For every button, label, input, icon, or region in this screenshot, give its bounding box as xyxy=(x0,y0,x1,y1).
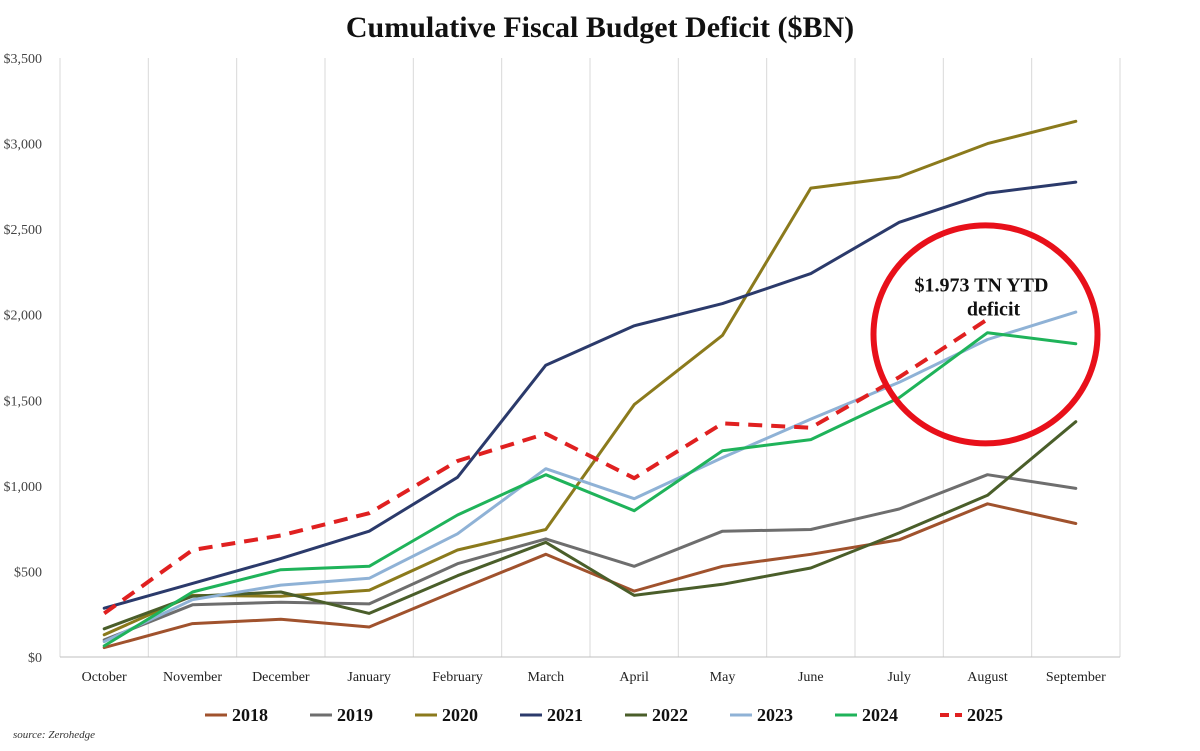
legend-item-2022: 2022 xyxy=(625,705,688,725)
series-line-2023 xyxy=(102,310,1078,644)
series-line-2022 xyxy=(102,420,1078,631)
annotation-text: $1.973 TN YTD xyxy=(915,274,1049,296)
y-tick-label: $2,500 xyxy=(4,223,43,238)
x-tick-label: August xyxy=(967,670,1008,685)
series-line-2019 xyxy=(102,473,1078,642)
series-line-2021 xyxy=(102,180,1078,610)
series-line-2020 xyxy=(102,119,1078,637)
legend-label: 2022 xyxy=(652,705,688,725)
series-line-2018 xyxy=(102,502,1078,650)
x-tick-label: November xyxy=(163,670,222,685)
source-note: source: Zerohedge xyxy=(13,729,95,741)
legend-item-2021: 2021 xyxy=(520,705,583,725)
y-axis-ticks: $0 $500 $1,000 $1,500 $2,000 $2,500 $3,000 $3,5… xyxy=(4,52,43,666)
x-tick-label: February xyxy=(432,670,483,685)
x-tick-label: September xyxy=(1046,670,1106,685)
x-tick-label: June xyxy=(798,670,824,685)
x-tick-label: March xyxy=(528,670,565,685)
legend-label: 2023 xyxy=(757,705,793,725)
series-line-2024 xyxy=(102,331,1078,648)
legend-item-2025: 2025 xyxy=(940,705,1003,725)
annotation-circle xyxy=(870,222,1101,447)
x-tick-label: May xyxy=(710,670,736,685)
y-tick-label: $0 xyxy=(28,651,42,666)
legend-item-2020: 2020 xyxy=(415,705,478,725)
x-tick-label: December xyxy=(252,670,310,685)
y-tick-label: $1,000 xyxy=(4,480,43,495)
legend-label: 2024 xyxy=(862,705,898,725)
x-tick-label: January xyxy=(347,670,391,685)
x-tick-label: July xyxy=(887,670,910,685)
y-tick-label: $3,000 xyxy=(4,138,43,153)
chart-title: Cumulative Fiscal Budget Deficit ($BN) xyxy=(346,11,854,44)
x-axis-ticks: October November December January February Ma… xyxy=(82,670,1106,685)
legend-item-2019: 2019 xyxy=(310,705,373,725)
y-tick-label: $2,000 xyxy=(4,309,43,324)
x-tick-label: April xyxy=(619,670,649,685)
legend-label: 2025 xyxy=(967,705,1003,725)
legend-label: 2018 xyxy=(232,705,268,725)
legend: 2018 2019 2020 2021 2022 2023 2024 2025 xyxy=(205,705,1003,725)
annotation-text: deficit xyxy=(967,298,1021,320)
legend-item-2024: 2024 xyxy=(835,705,898,725)
legend-label: 2021 xyxy=(547,705,583,725)
legend-item-2018: 2018 xyxy=(205,705,268,725)
x-tick-label: October xyxy=(82,670,127,685)
y-tick-label: $3,500 xyxy=(4,52,43,67)
y-tick-label: $1,500 xyxy=(4,394,43,409)
legend-label: 2019 xyxy=(337,705,373,725)
y-tick-label: $500 xyxy=(14,565,42,580)
series-line-2025 xyxy=(103,317,989,616)
series-lines xyxy=(102,119,1078,650)
gridlines xyxy=(59,58,1121,658)
legend-item-2023: 2023 xyxy=(730,705,793,725)
legend-label: 2020 xyxy=(442,705,478,725)
